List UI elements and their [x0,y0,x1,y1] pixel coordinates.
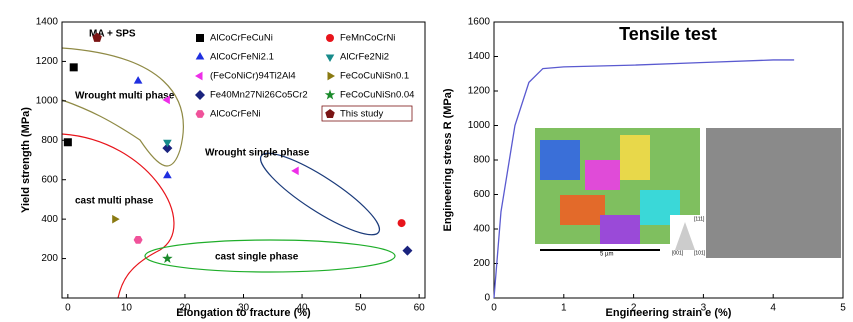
ipf-label: [101] [694,250,706,256]
y-tick-label: 600 [41,174,58,185]
y-tick-label: 800 [473,155,490,166]
y-tick-label: 0 [484,293,490,304]
x-tick-label: 0 [491,303,497,314]
chart-title: Tensile test [619,24,717,44]
legend-label: FeMnCoCrNi [340,33,395,44]
legend-label: FeCoCuNiSn0.1 [340,71,409,82]
legend-marker [326,34,334,42]
y-tick-label: 200 [473,258,490,269]
ipf-label: [111] [694,216,705,222]
legend-label: AlCoCrFeNi2.1 [210,52,274,63]
y-tick-label: 800 [41,135,58,146]
y-tick-label: 400 [473,224,490,235]
annotation: cast single phase [215,252,299,263]
y-axis-label: Engineering stress R (MPa) [442,88,454,231]
y-tick-label: 1200 [36,56,59,67]
legend-label: AlCoCrFeNi [210,109,261,120]
y-tick-label: 1600 [468,17,491,28]
y-axis-label: Yield strength (MPa) [20,107,32,213]
ipf-label: [001] [672,250,684,256]
figure: 5 µm [111] [001] [101] 01020304050602004… [0,0,853,322]
legend-label: AlCrFe2Ni2 [340,52,389,63]
y-tick-label: 1200 [468,86,491,97]
y-tick-label: 200 [41,253,58,264]
ebsd-inset [535,128,700,256]
x-tick-label: 60 [414,303,426,314]
legend-label: FeCoCuNiSn0.04 [340,90,414,101]
x-tick-label: 0 [65,303,71,314]
legend-marker [196,34,204,42]
y-tick-label: 1000 [36,95,59,106]
x-tick-label: 5 [840,303,846,314]
sem-inset [706,128,841,258]
marker [64,138,72,146]
x-tick-label: 50 [355,303,367,314]
x-tick-label: 1 [561,303,567,314]
y-tick-label: 1400 [36,17,59,28]
marker [398,219,406,227]
x-tick-label: 4 [770,303,776,314]
y-tick-label: 1400 [468,51,491,62]
legend-label: AlCoCrFeCuNi [210,33,273,44]
x-axis-label: Engineering strain e (%) [606,307,732,319]
annotation: Wrought single phase [205,148,310,159]
annotation: cast multi phase [75,196,154,207]
legend-label: Fe40Mn27Ni26Co5Cr2 [210,90,308,101]
scale-label: 5 µm [600,252,613,258]
marker [70,63,78,71]
x-axis-label: Elongation to fracture (%) [176,307,311,319]
legend-label: (FeCoNiCr)94Ti2Al4 [210,71,296,82]
y-tick-label: 600 [473,189,490,200]
y-tick-label: 1000 [468,120,491,131]
y-tick-label: 400 [41,214,58,225]
annotation: Wrought multi phase [75,91,175,102]
legend-label: This study [340,109,384,120]
x-tick-label: 10 [121,303,133,314]
